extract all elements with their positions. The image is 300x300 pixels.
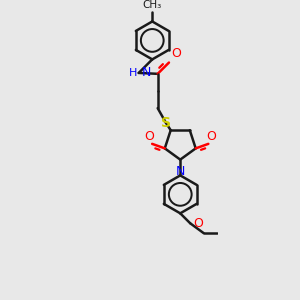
- Text: CH₃: CH₃: [142, 0, 162, 10]
- Text: O: O: [207, 130, 216, 142]
- Text: N: N: [141, 66, 151, 80]
- Text: N: N: [176, 166, 185, 178]
- Text: O: O: [171, 47, 181, 60]
- Text: H: H: [128, 68, 137, 78]
- Text: O: O: [193, 217, 203, 230]
- Text: S: S: [161, 116, 171, 130]
- Text: O: O: [144, 130, 154, 142]
